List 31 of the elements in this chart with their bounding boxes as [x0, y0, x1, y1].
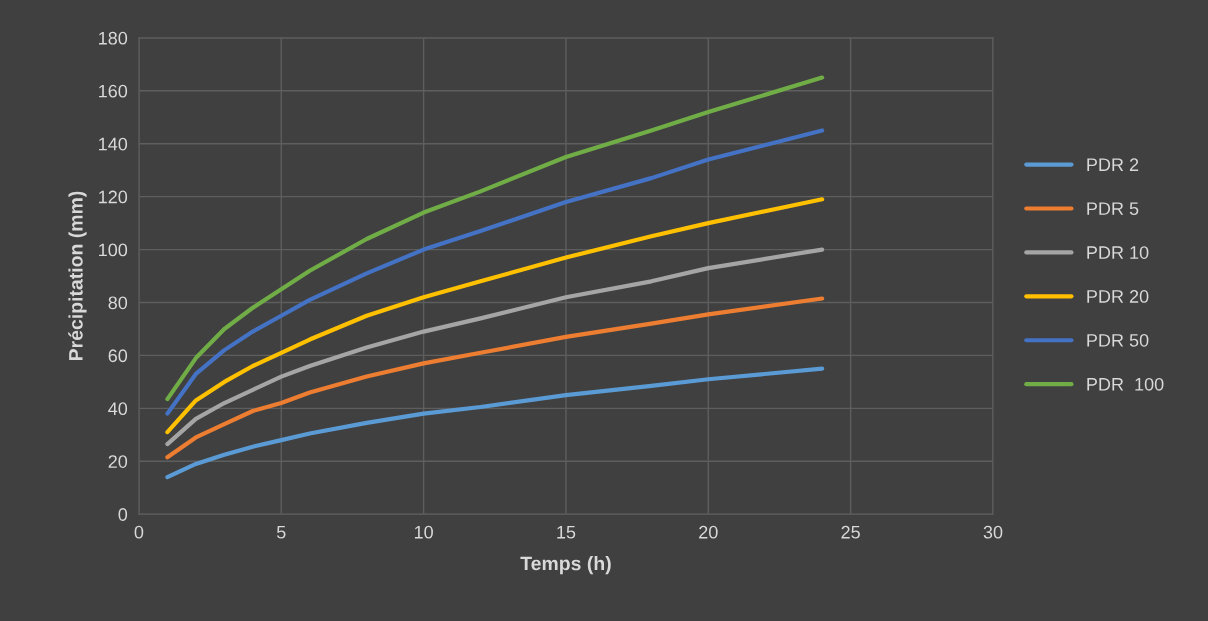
x-tick-label: 25 [841, 525, 860, 539]
y-tick-label: 120 [99, 190, 128, 204]
x-tick-label: 10 [414, 525, 433, 539]
legend-label: PDR 100 [1087, 377, 1164, 391]
line-series [165, 75, 825, 402]
y-tick-label: 40 [108, 402, 128, 416]
legend-label: PDR 10 [1087, 246, 1149, 259]
x-tick-label: 0 [134, 525, 144, 539]
y-tick-label: 80 [108, 296, 128, 310]
x-axis-title: Temps (h) [520, 556, 611, 575]
legend-label: PDR 50 [1087, 333, 1149, 347]
line-series [165, 296, 825, 460]
y-tick-label: 60 [108, 349, 128, 363]
y-tick-label: 20 [108, 455, 128, 468]
legend-label: PDR 5 [1087, 202, 1139, 216]
x-tick-label: 15 [557, 525, 576, 539]
legend-label: PDR 20 [1087, 290, 1149, 303]
line-series [165, 247, 825, 447]
y-tick-label: 180 [99, 31, 128, 45]
legend-label: PDR 2 [1087, 158, 1139, 171]
x-tick-label: 20 [699, 525, 718, 539]
y-tick-label: 100 [99, 243, 128, 257]
line-series [165, 128, 825, 416]
x-tick-label: 30 [983, 525, 1003, 539]
y-tick-label: 0 [118, 508, 128, 521]
y-tick-label: 140 [99, 137, 128, 151]
line-series [165, 197, 825, 435]
y-axis-title: Précipitation (mm) [68, 191, 87, 361]
line-series [165, 366, 825, 480]
y-tick-label: 160 [99, 84, 128, 98]
x-tick-label: 5 [276, 525, 286, 539]
